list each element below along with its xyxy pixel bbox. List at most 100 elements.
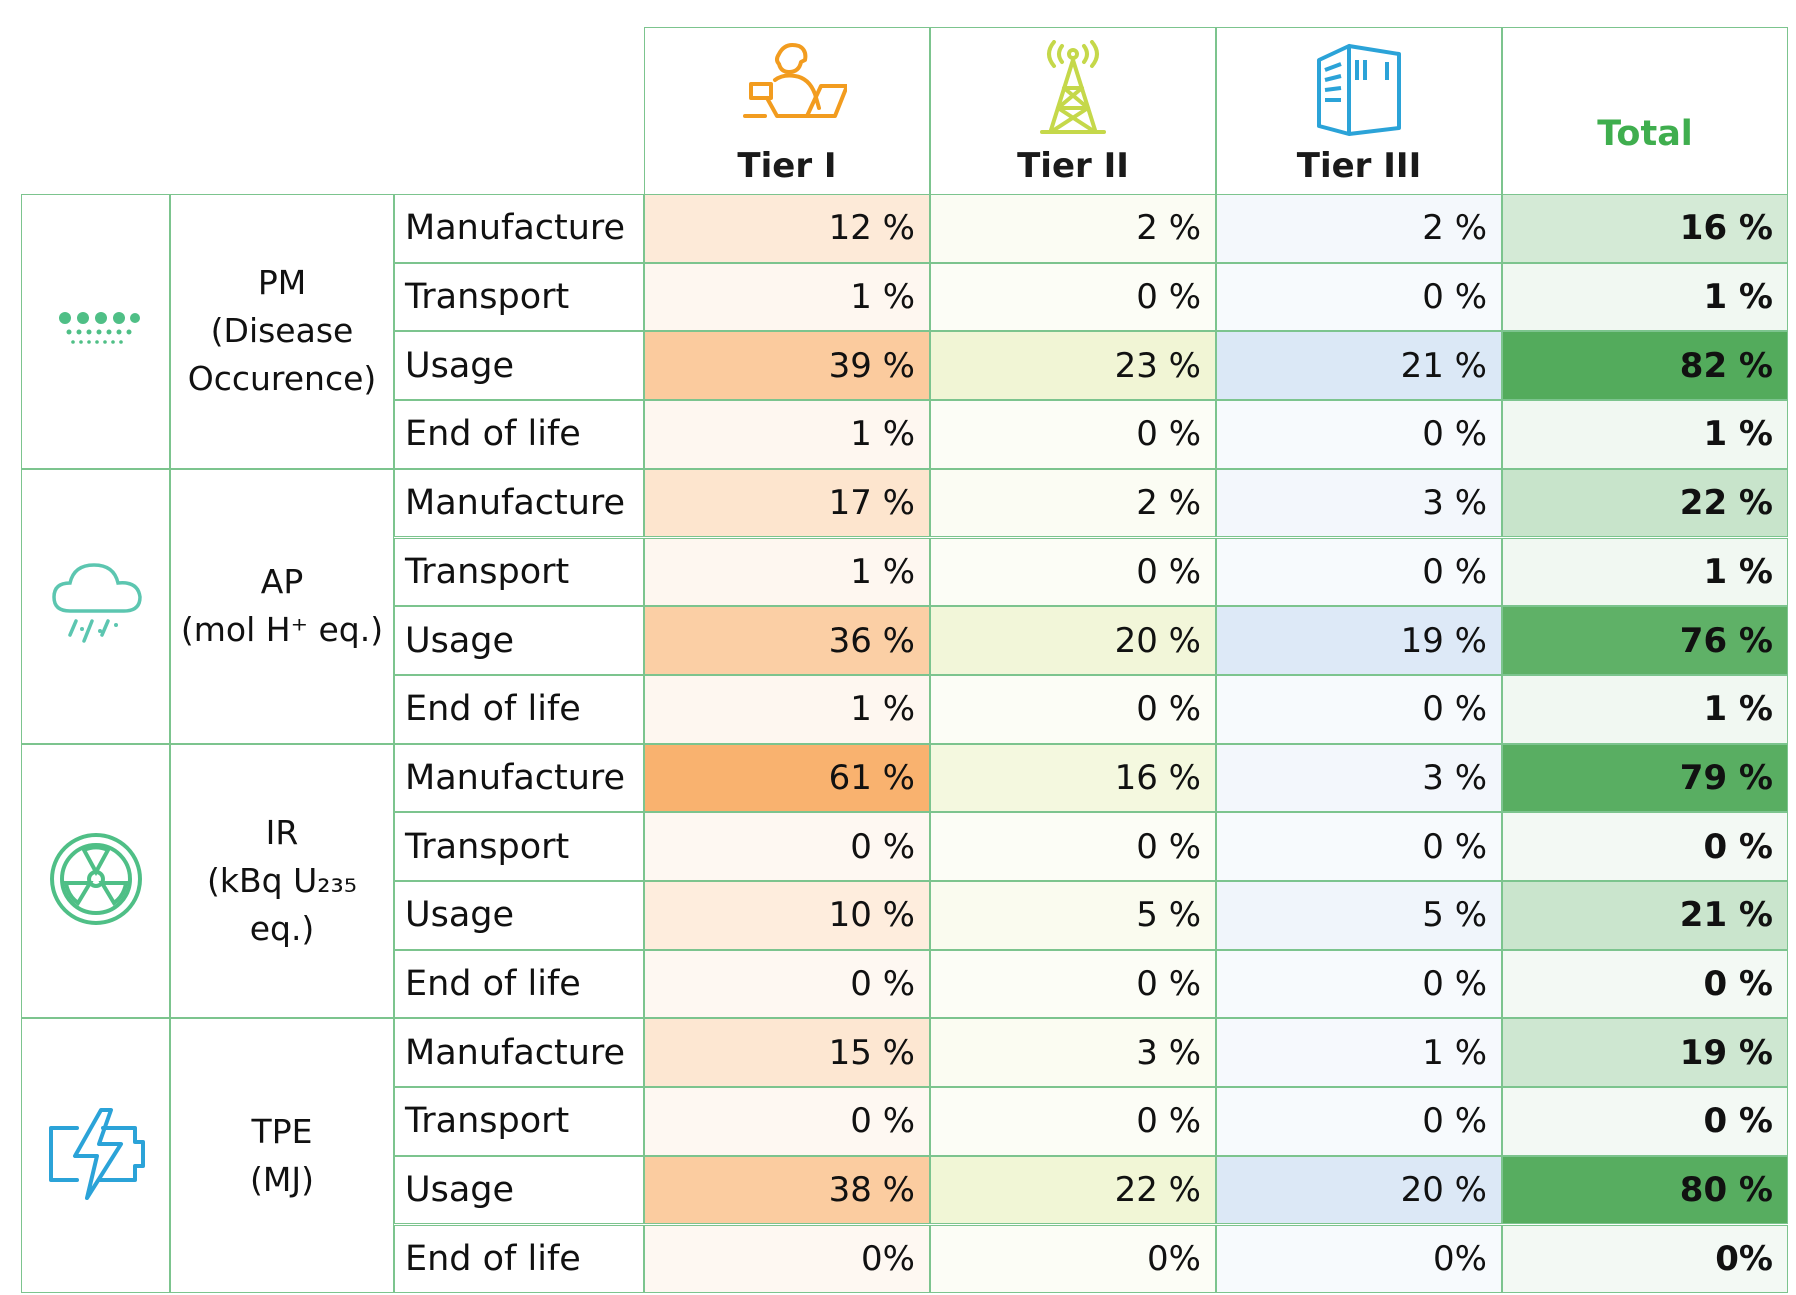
category-name-line: (mol H⁺ eq.) [180, 610, 384, 650]
t3-value-cell: 0% [1216, 1224, 1502, 1294]
stage-label: Manufacture [394, 743, 644, 813]
category-name-line: (MJ) [250, 1159, 314, 1199]
t3-value-cell: 0 % [1216, 400, 1502, 469]
category-name-line: TPE [251, 1111, 313, 1151]
t2-value-cell: 23 % [930, 331, 1216, 401]
t3-value-cell: 0 % [1216, 949, 1502, 1019]
total-value-cell: 1 % [1502, 400, 1788, 469]
t3-value-cell: 0 % [1216, 674, 1502, 744]
t3-value-cell: 3 % [1216, 743, 1502, 813]
total-value-cell: 0 % [1502, 1087, 1788, 1156]
category-name-cell: IR (kBq U₂₃₅ eq.) [170, 743, 394, 1019]
total-value-cell: 0 % [1502, 949, 1788, 1019]
category-icon-cell [21, 468, 170, 744]
header-tier3: Tier III [1216, 27, 1502, 194]
category-name-line: (Disease [210, 311, 354, 351]
t2-value-cell: 2 % [930, 468, 1216, 538]
t3-value-cell: 0 % [1216, 262, 1502, 332]
t1-value-cell: 0 % [644, 1087, 930, 1156]
total-value-cell: 1 % [1502, 537, 1788, 607]
header-total-label: Total [1597, 114, 1693, 154]
category-name-line: (kBq U₂₃₅ [207, 860, 357, 900]
stage-label: Transport [394, 812, 644, 881]
total-value-cell: 80 % [1502, 1155, 1788, 1225]
header-tier2: Tier II [930, 27, 1216, 194]
total-value-cell: 16 % [1502, 194, 1788, 263]
t2-value-cell: 16 % [930, 743, 1216, 813]
category-icon-cell [21, 194, 170, 469]
stage-label: Manufacture [394, 194, 644, 263]
total-value-cell: 22 % [1502, 468, 1788, 538]
category-icon-cell [21, 1018, 170, 1294]
total-value-cell: 1 % [1502, 262, 1788, 332]
t2-value-cell: 3 % [930, 1018, 1216, 1088]
header-tier1: Tier I [644, 27, 930, 194]
battery-energy-icon [41, 1104, 151, 1208]
header-total: Total [1502, 27, 1788, 194]
t2-value-cell: 22 % [930, 1155, 1216, 1225]
t1-value-cell: 36 % [644, 606, 930, 675]
category-name-line: PM [257, 263, 307, 303]
stage-label: Manufacture [394, 1018, 644, 1088]
t1-value-cell: 15 % [644, 1018, 930, 1088]
t2-value-cell: 0 % [930, 537, 1216, 607]
t2-value-cell: 0 % [930, 262, 1216, 332]
t3-value-cell: 19 % [1216, 606, 1502, 675]
category-name-cell: AP (mol H⁺ eq.) [170, 468, 394, 744]
t1-value-cell: 1 % [644, 537, 930, 607]
category-name-line: AP [260, 562, 304, 602]
category-icon-cell [21, 743, 170, 1019]
t1-value-cell: 0% [644, 1224, 930, 1294]
stage-label: Transport [394, 262, 644, 332]
t3-value-cell: 2 % [1216, 194, 1502, 263]
category-name-line: eq.) [249, 908, 315, 948]
stage-label: Transport [394, 537, 644, 607]
stage-label: Usage [394, 1155, 644, 1225]
t3-value-cell: 20 % [1216, 1155, 1502, 1225]
t1-value-cell: 1 % [644, 674, 930, 744]
t1-value-cell: 38 % [644, 1155, 930, 1225]
total-value-cell: 82 % [1502, 331, 1788, 401]
t3-value-cell: 0 % [1216, 812, 1502, 881]
t2-value-cell: 0% [930, 1224, 1216, 1294]
t1-value-cell: 0 % [644, 949, 930, 1019]
t3-value-cell: 0 % [1216, 537, 1502, 607]
stage-label: End of life [394, 1224, 644, 1294]
t1-value-cell: 12 % [644, 194, 930, 263]
stage-label: Usage [394, 606, 644, 675]
cell-tower-icon [1040, 40, 1106, 134]
t1-value-cell: 17 % [644, 468, 930, 538]
total-value-cell: 1 % [1502, 674, 1788, 744]
stage-label: End of life [394, 400, 644, 469]
category-name-cell: PM (Disease Occurence) [170, 194, 394, 469]
t3-value-cell: 1 % [1216, 1018, 1502, 1088]
t3-value-cell: 0 % [1216, 1087, 1502, 1156]
t3-value-cell: 3 % [1216, 468, 1502, 538]
t1-value-cell: 1 % [644, 262, 930, 332]
header-tier2-label: Tier II [1017, 146, 1129, 186]
t2-value-cell: 0 % [930, 949, 1216, 1019]
t2-value-cell: 2 % [930, 194, 1216, 263]
total-value-cell: 76 % [1502, 606, 1788, 675]
category-name-cell: TPE (MJ) [170, 1018, 394, 1294]
t1-value-cell: 1 % [644, 400, 930, 469]
category-name-line: IR [265, 812, 299, 852]
stage-label: Transport [394, 1087, 644, 1156]
total-value-cell: 0% [1502, 1224, 1788, 1294]
t2-value-cell: 20 % [930, 606, 1216, 675]
t2-value-cell: 5 % [930, 881, 1216, 950]
total-value-cell: 19 % [1502, 1018, 1788, 1088]
total-value-cell: 21 % [1502, 881, 1788, 950]
total-value-cell: 0 % [1502, 812, 1788, 881]
header-tier1-label: Tier I [737, 146, 837, 186]
server-building-icon [1317, 44, 1401, 136]
particulate-matter-icon [51, 304, 141, 358]
category-name-line: Occurence) [187, 359, 377, 399]
acid-rain-cloud-icon [46, 559, 146, 653]
total-value-cell: 79 % [1502, 743, 1788, 813]
t1-value-cell: 0 % [644, 812, 930, 881]
header-tier3-label: Tier III [1296, 146, 1422, 186]
stage-label: Usage [394, 331, 644, 401]
t3-value-cell: 21 % [1216, 331, 1502, 401]
